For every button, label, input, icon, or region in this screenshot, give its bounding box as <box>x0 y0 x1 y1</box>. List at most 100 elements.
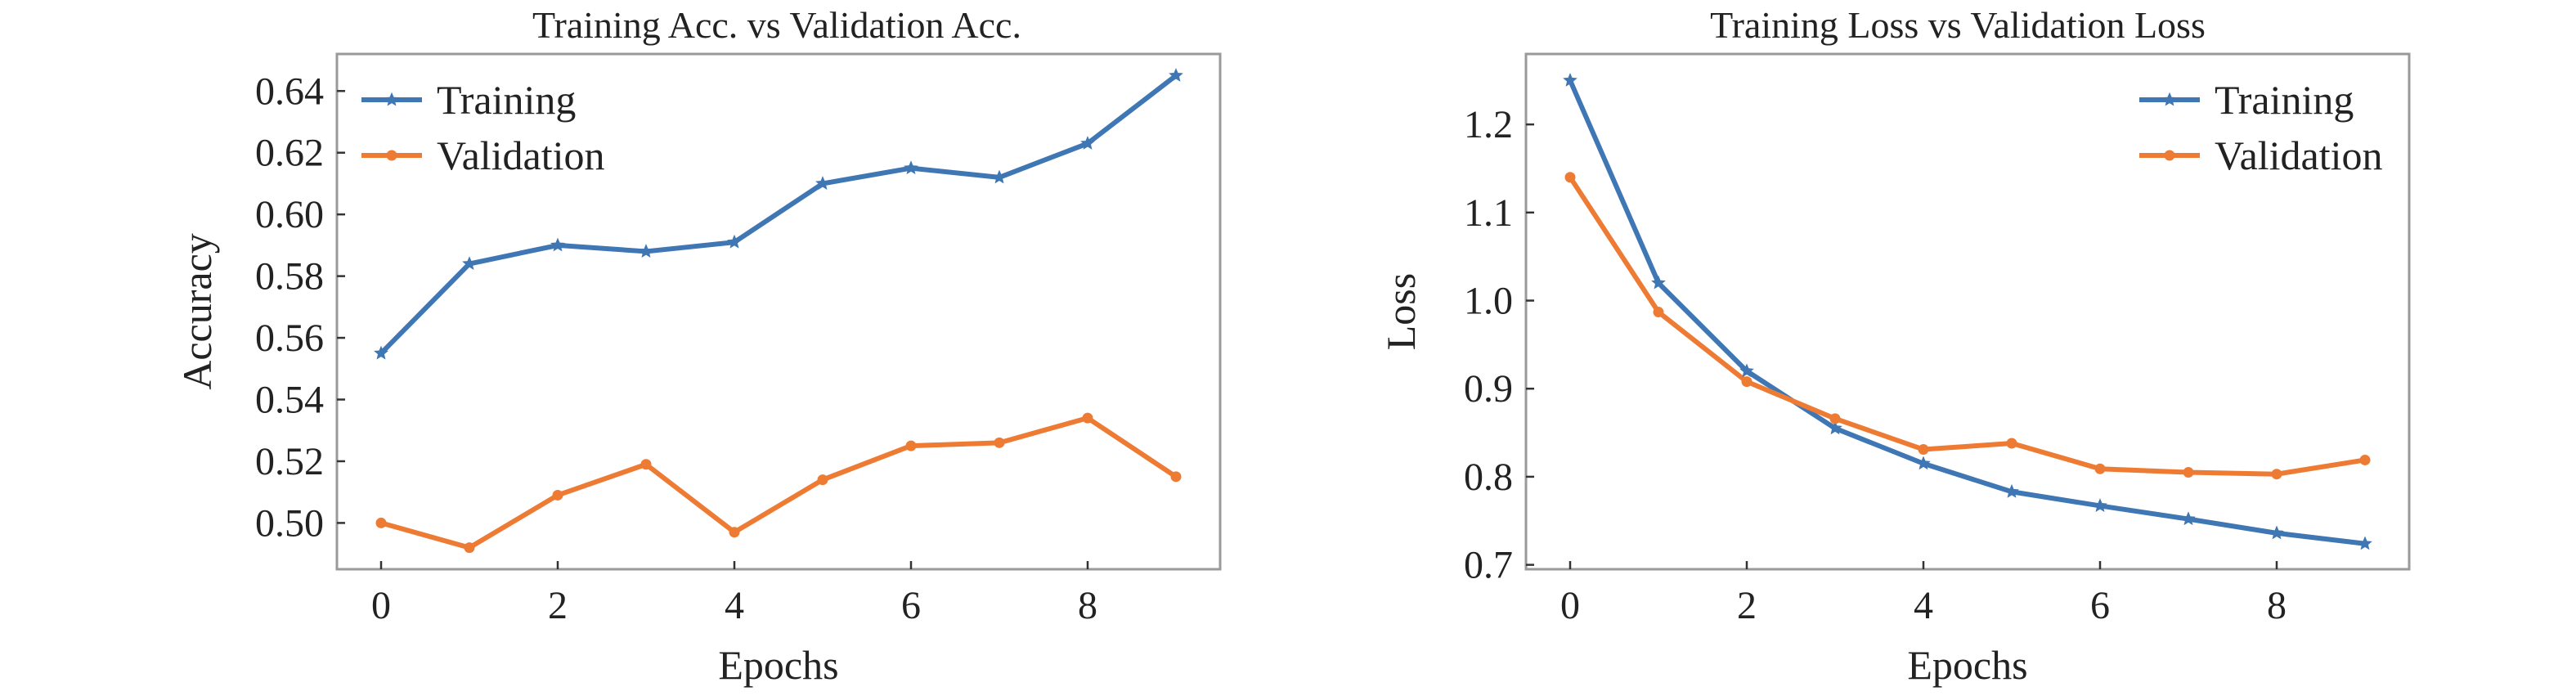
validation-data-point <box>1741 376 1752 388</box>
y-tick-label: 0.64 <box>255 70 324 113</box>
legend-item-training: Training <box>361 77 576 123</box>
training-data-point <box>815 176 830 190</box>
y-tick-label: 0.8 <box>1464 456 1513 499</box>
legend-label: Training <box>2215 77 2354 123</box>
y-tick-label: 0.9 <box>1464 367 1513 411</box>
legend-swatch-marker <box>2164 150 2175 161</box>
y-tick-label: 0.50 <box>255 501 324 545</box>
x-tick-label: 8 <box>2267 584 2287 627</box>
y-tick-label: 0.62 <box>255 132 324 175</box>
training-data-point <box>639 244 653 258</box>
training-data-point <box>2004 483 2019 498</box>
training-data-point <box>2358 536 2372 550</box>
legend-label: Validation <box>2215 132 2383 178</box>
validation-data-point <box>994 437 1005 448</box>
validation-data-point <box>905 440 917 451</box>
chart-title: Training Loss vs Validation Loss <box>1710 4 2206 46</box>
y-tick-label: 0.58 <box>255 255 324 299</box>
accuracy-chart: Training Acc. vs Validation Acc. 0 2 4 6 8 0.… <box>174 4 1222 688</box>
validation-data-point <box>640 459 652 470</box>
validation-data-point <box>2094 463 2106 474</box>
y-tick-label: 0.7 <box>1464 544 1513 587</box>
validation-data-point <box>1829 413 1841 424</box>
x-tick-label: 8 <box>1078 584 1097 627</box>
validation-data-point <box>2006 438 2017 449</box>
x-tick-label: 6 <box>2090 584 2110 627</box>
x-tick-label: 0 <box>1560 584 1580 627</box>
validation-data-point <box>1564 172 1576 183</box>
plot-frame <box>1524 52 2411 571</box>
training-data-point <box>374 345 388 360</box>
validation-data-point <box>2359 454 2371 465</box>
y-tick-label: 0.56 <box>255 317 324 360</box>
y-tick-label: 0.52 <box>255 440 324 483</box>
validation-data-point <box>464 542 475 554</box>
y-tick-label: 0.60 <box>255 193 324 236</box>
x-tick-label: 0 <box>371 584 391 627</box>
validation-series-line <box>379 415 1178 550</box>
legend-item-validation: Validation <box>2139 132 2383 178</box>
validation-data-point <box>2183 467 2194 478</box>
training-data-point <box>1563 73 1577 87</box>
y-tick-label: 1.2 <box>1464 103 1513 146</box>
training-data-point <box>1916 456 1931 470</box>
x-axis-label: Epochs <box>718 642 838 688</box>
training-series-line <box>379 73 1178 356</box>
x-axis-label: Epochs <box>1907 642 2027 688</box>
validation-series-line <box>1568 174 2367 477</box>
y-tick-label: 0.54 <box>255 379 324 422</box>
training-data-point <box>1080 136 1095 150</box>
x-tick-label: 4 <box>1914 584 1933 627</box>
validation-data-point <box>1170 471 1182 483</box>
legend-swatch-marker <box>386 150 397 161</box>
training-data-point <box>550 237 565 252</box>
axis-ticks: 0 2 4 6 8 0.50 0.52 0.54 0.56 0.58 0.60 0.62 0.64 <box>255 70 1097 627</box>
training-data-point <box>1828 420 1842 435</box>
training-data-point <box>992 169 1007 184</box>
validation-data-point <box>817 474 828 486</box>
legend-swatch-marker <box>384 92 399 106</box>
x-tick-label: 4 <box>725 584 744 627</box>
axis-ticks: 0 2 4 6 8 0.7 0.8 0.9 1.0 1.1 1.2 <box>1464 103 2287 627</box>
training-data-point <box>2181 511 2196 526</box>
loss-chart: Training Loss vs Validation Loss 0 2 4 6 8 0.… <box>1378 4 2411 688</box>
x-tick-label: 2 <box>548 584 568 627</box>
training-data-point <box>462 256 477 271</box>
plot-frame <box>335 52 1222 571</box>
chart-title: Training Acc. vs Validation Acc. <box>532 4 1021 46</box>
validation-data-point <box>375 517 387 528</box>
series-lines <box>1568 78 2367 546</box>
validation-data-point <box>1653 307 1664 318</box>
training-data-point <box>1739 363 1754 378</box>
validation-data-point <box>1918 444 1929 456</box>
training-data-point <box>1169 68 1183 82</box>
series-markers <box>374 68 1183 554</box>
legend-swatch-marker <box>2162 92 2177 106</box>
validation-data-point <box>1082 412 1093 424</box>
training-data-point <box>904 160 918 175</box>
training-series-line <box>1568 78 2367 546</box>
training-data-point <box>2269 525 2284 540</box>
x-tick-label: 2 <box>1737 584 1757 627</box>
legend-label: Training <box>437 77 576 123</box>
y-axis-label: Loss <box>1378 273 1424 350</box>
y-axis-label: Accuracy <box>174 233 220 390</box>
training-data-point <box>727 234 742 249</box>
validation-data-point <box>2271 469 2282 480</box>
legend: Training Validation <box>361 77 605 178</box>
legend-item-validation: Validation <box>361 132 605 178</box>
y-tick-label: 1.1 <box>1464 191 1513 235</box>
validation-data-point <box>552 489 563 501</box>
legend: Training Validation <box>2139 77 2383 178</box>
training-data-point <box>2093 498 2107 512</box>
validation-data-point <box>729 527 740 538</box>
series-lines <box>379 73 1178 550</box>
y-tick-label: 1.0 <box>1464 280 1513 323</box>
training-data-point <box>1651 275 1666 290</box>
legend-label: Validation <box>437 132 605 178</box>
x-tick-label: 6 <box>901 584 921 627</box>
legend-item-training: Training <box>2139 77 2354 123</box>
